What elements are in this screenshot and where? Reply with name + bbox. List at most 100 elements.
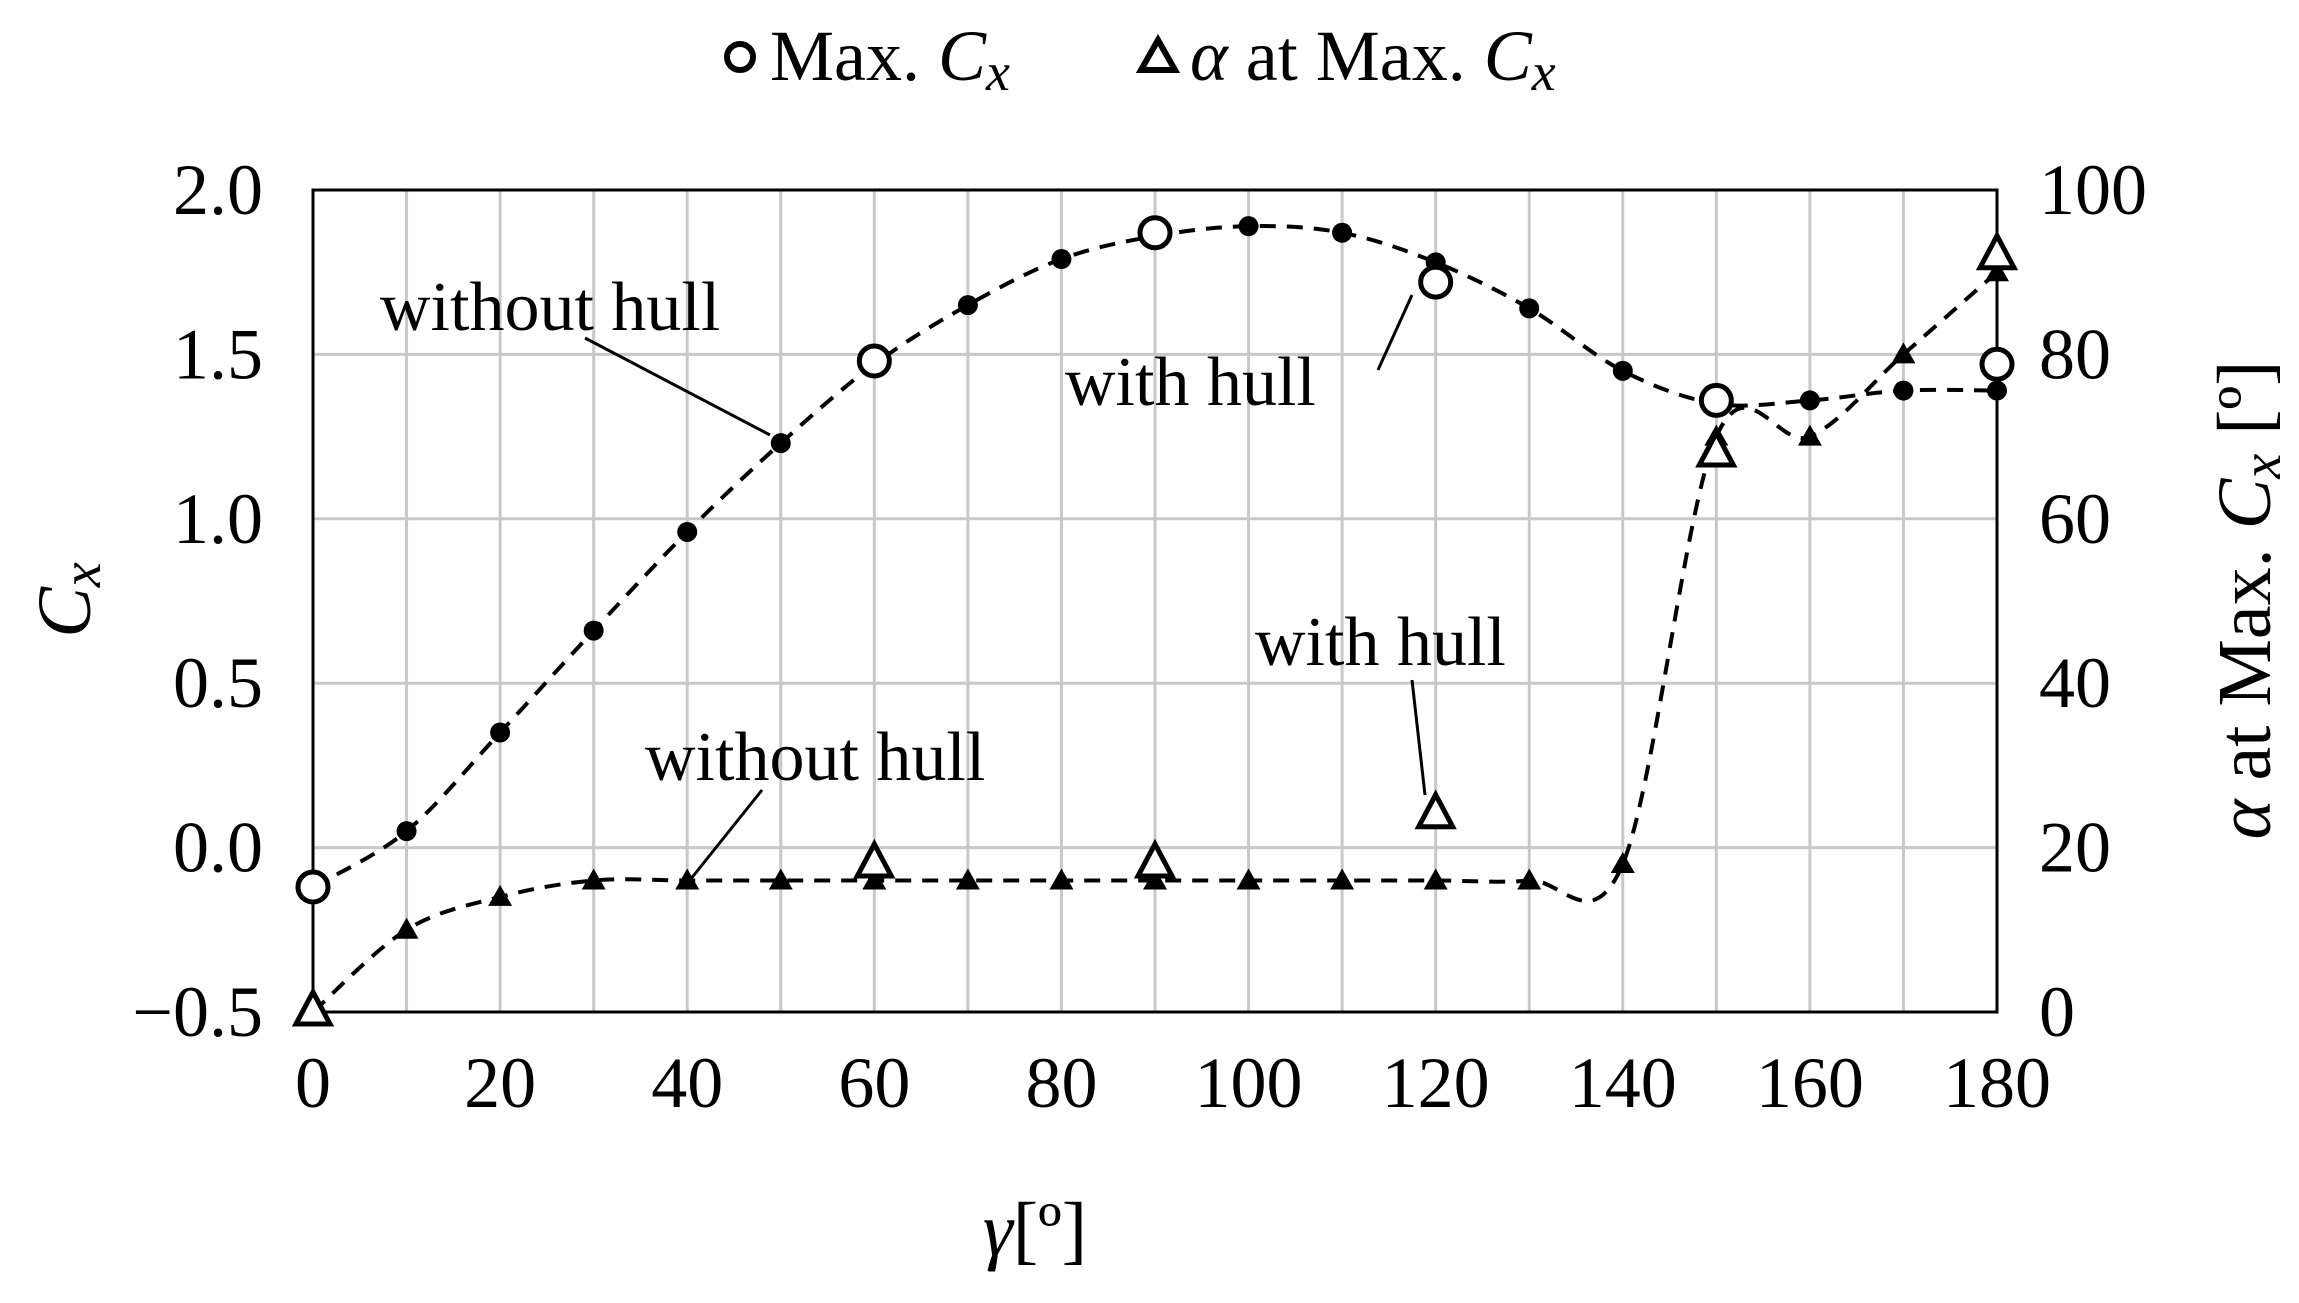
legend-label-max-cx-c: C [938,16,987,96]
x-tick-label: 20 [464,1043,536,1123]
annotation-cx-without-hull: without hull [380,269,720,346]
x-axis-title-symbol: γ [983,1188,1015,1272]
annotation-cx-with-hull: with hull [1065,344,1316,421]
legend-label-max-cx-sub: x [985,42,1010,102]
cx_without_hull-point [1799,390,1820,411]
cx_without_hull-point [1051,249,1072,270]
cx_without_hull-point [1238,216,1259,237]
cx_without_hull-point [957,295,978,316]
alpha_without_hull-point [1049,868,1074,890]
cx_without_hull-point [490,722,511,743]
alpha_without_hull-point [1985,260,2009,282]
x-axis-title: γ[º] [983,1188,1087,1272]
right-y-axis-title-text: at Max. [2203,529,2287,799]
right-y-axis-title-alpha: α [2203,797,2287,839]
right-y-axis-title-sub: x [2231,454,2293,480]
legend-label-alpha: α at Max. Cx [1190,16,1556,102]
cx_with_hull-point [1137,215,1173,251]
alpha_without_hull-point [1610,852,1635,874]
annotation-alpha-without-hull: without hull [645,719,985,796]
cx_without_hull-point [396,821,417,842]
alpha_without_hull-point [862,868,887,890]
right-y-axis-title-unit: [º] [2203,361,2287,454]
alpha_without_hull-point [581,868,606,890]
cx_with_hull-point [1979,346,2015,382]
cx_without_hull-point [1987,380,2007,401]
left-y-tick-label: −0.5 [132,972,263,1052]
cx_with_hull-point [856,343,892,379]
annotation-alpha-with-hull: with hull [1255,604,1506,681]
annotations: without hull with hull with hull without… [380,269,1506,881]
cx_without_hull-point [677,521,698,542]
left-y-tick-label: 1.5 [173,314,263,394]
x-axis-title-unit: [º] [1013,1188,1087,1272]
alpha_without_hull-point [955,868,980,890]
left-y-tick-label: 0.0 [173,808,263,888]
alpha_with_hull-point [853,838,896,879]
cx_without_hull-point [583,620,604,641]
alpha_without_hull-point [1891,342,1916,364]
x-tick-label: 180 [1943,1043,2051,1123]
x-tick-label: 140 [1569,1043,1677,1123]
x-tick-label: 0 [295,1043,331,1123]
cx_without_hull-point [770,433,791,454]
cx_with_hull-point [295,869,331,905]
right-y-tick-label: 80 [2039,314,2111,394]
x-tick-labels: 0 20 40 60 80 100 120 140 160 180 [295,1043,2051,1123]
right-y-tick-label: 40 [2039,643,2111,723]
legend: Max. Cx α at Max. Cx [724,16,1556,102]
x-tick-label: 100 [1195,1043,1303,1123]
cx_without_hull-point [1612,360,1633,381]
legend-label-alpha-sym: α [1190,16,1229,96]
plot-frame [311,188,1999,1014]
alpha_without_hull-point [1236,868,1261,890]
series-markers [291,215,2019,1027]
alpha_without_hull-point [1423,868,1448,890]
annotation-cx-without-hull-leader [584,336,771,437]
cx_with_hull-point [1698,382,1734,418]
alpha_with_hull-point [1975,230,2019,271]
left-y-tick-label: 1.0 [173,479,263,559]
alpha_without_hull-point [394,917,419,939]
cx_without_hull-point [1332,222,1353,243]
annotation-alpha-without-hull-leader [688,789,764,881]
cx_without_hull-point [1893,380,1914,401]
legend-triangle-marker [1135,33,1181,73]
left-y-axis-title-sub: x [51,562,113,588]
x-tick-label: 60 [838,1043,910,1123]
alpha_without_hull-point [488,884,513,906]
legend-label-max-cx-pre: Max. [770,16,938,96]
right-y-tick-label: 0 [2039,972,2075,1052]
alpha_without_hull-point [675,868,700,890]
left-y-axis-title: Cx [23,562,113,638]
alpha_without_hull-point [768,868,793,890]
alpha_without_hull-point [1797,424,1822,446]
alpha_with_hull-point [1695,427,1738,468]
annotation-cx-with-hull-leader [1376,294,1414,371]
legend-label-max-cx: Max. Cx [770,16,1010,102]
right-y-tick-label: 100 [2039,150,2147,230]
left-y-tick-labels: −0.5 0.0 0.5 1.0 1.5 2.0 [132,150,263,1052]
right-y-tick-label: 60 [2039,479,2111,559]
x-tick-label: 40 [651,1043,723,1123]
x-tick-label: 160 [1756,1043,1864,1123]
alpha_with_hull-point [291,986,335,1027]
alpha_without_hull-point [1330,868,1355,890]
alpha_with_hull-point [1133,838,1177,879]
x-tick-label: 80 [1025,1043,1097,1123]
legend-label-alpha-pre: at Max. [1228,16,1484,96]
left-y-axis-title-c: C [23,586,107,638]
right-y-axis-title: α at Max. Cx [º] [2203,361,2293,840]
alpha_with_hull-point [1414,789,1457,830]
alpha_without_hull-point [1143,868,1167,890]
right-y-axis-title-c: C [2203,477,2287,529]
legend-label-alpha-c: C [1484,16,1533,96]
alpha_without_hull-point [1517,868,1542,890]
legend-circle-marker [724,41,756,73]
x-tick-label: 120 [1382,1043,1490,1123]
legend-label-alpha-sub: x [1531,42,1556,102]
left-y-tick-label: 2.0 [173,150,263,230]
left-y-tick-label: 0.5 [173,643,263,723]
right-y-tick-label: 20 [2039,808,2111,888]
